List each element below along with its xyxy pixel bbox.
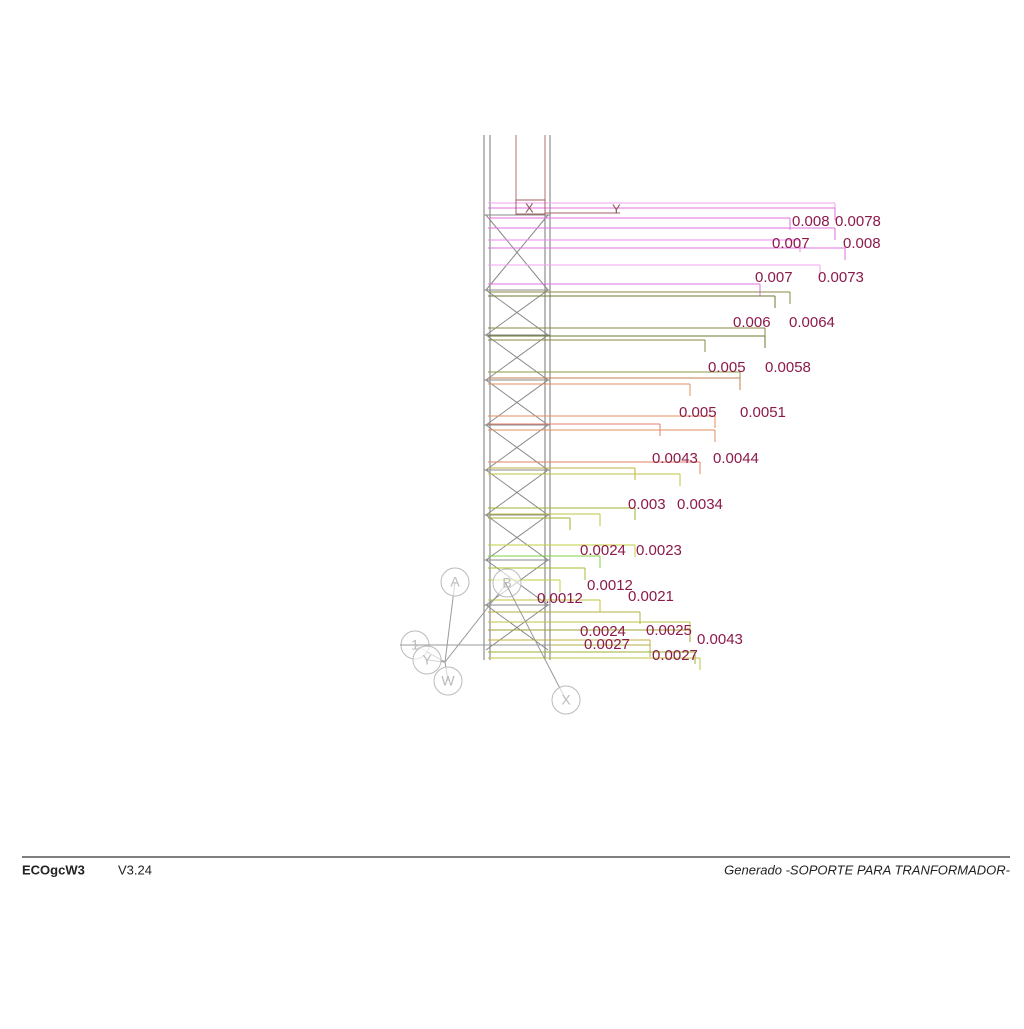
displacement-label: 0.0023 bbox=[636, 542, 682, 559]
node-label: W bbox=[441, 673, 455, 689]
displacement-label: 0.0027 bbox=[652, 647, 698, 664]
displacement-label: 0.0024 bbox=[580, 542, 626, 559]
program-name: ECOgcW3 bbox=[22, 862, 85, 877]
displacement-label: 0.005 bbox=[679, 404, 717, 421]
displacement-label: 0.0043 bbox=[697, 631, 743, 648]
displacement-label: 0.0044 bbox=[713, 450, 759, 467]
displacement-label: 0.0078 bbox=[835, 213, 881, 230]
displacement-label: 0.0034 bbox=[677, 496, 723, 513]
node-circle bbox=[433, 666, 463, 696]
node-leader bbox=[444, 582, 508, 663]
member bbox=[485, 514, 549, 561]
displacement-label: 0.007 bbox=[772, 235, 810, 252]
node-circle bbox=[492, 568, 522, 598]
node-circle bbox=[412, 645, 442, 675]
node-circle bbox=[551, 685, 581, 715]
node-leader bbox=[504, 581, 567, 701]
displacement-label: 0.0012 bbox=[587, 577, 633, 594]
node-label: A bbox=[450, 574, 460, 590]
displacement-label: 0.008 bbox=[843, 235, 881, 252]
description: Generado -SOPORTE PARA TRANFORMADOR- bbox=[724, 862, 1010, 877]
axis-box bbox=[515, 199, 546, 215]
structure bbox=[400, 135, 846, 715]
axis-label: Y bbox=[612, 201, 621, 216]
displacement-label: 0.0027 bbox=[584, 636, 630, 653]
displacement-label: 0.0025 bbox=[646, 622, 692, 639]
displacement-label: 0.0012 bbox=[537, 590, 583, 607]
displacement-label: 0.0064 bbox=[789, 314, 835, 331]
displacement-label: 0.0024 bbox=[580, 623, 626, 640]
displacement-label: 0.005 bbox=[708, 359, 746, 376]
displacement-label: 0.007 bbox=[755, 269, 793, 286]
member bbox=[485, 379, 549, 426]
node-circle bbox=[440, 567, 470, 597]
displacement-label: 0.0021 bbox=[628, 588, 674, 605]
axis-label: X bbox=[525, 200, 534, 215]
node-label: 1 bbox=[411, 637, 419, 653]
displacement-label: 0.008 bbox=[792, 213, 830, 230]
displacement-label: 0.0051 bbox=[740, 404, 786, 421]
labels: X Y 0.0078 0.008 0.008 0.007 0.0073 0.007 0.0064… bbox=[411, 200, 881, 707]
node-label: B bbox=[502, 575, 511, 591]
displacement-label: 0.0043 bbox=[652, 450, 698, 467]
node-label: Y bbox=[422, 652, 432, 668]
displacement-label: 0.0073 bbox=[818, 269, 864, 286]
version: V3.24 bbox=[118, 862, 152, 877]
node-label: X bbox=[561, 692, 571, 708]
displacement-label: 0.003 bbox=[628, 496, 666, 513]
displacement-label: 0.006 bbox=[733, 314, 771, 331]
displacement-label: 0.0058 bbox=[765, 359, 811, 376]
